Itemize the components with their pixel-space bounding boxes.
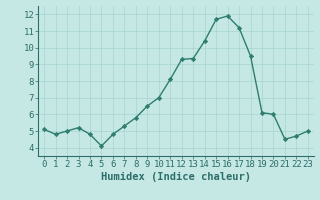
X-axis label: Humidex (Indice chaleur): Humidex (Indice chaleur) bbox=[101, 172, 251, 182]
